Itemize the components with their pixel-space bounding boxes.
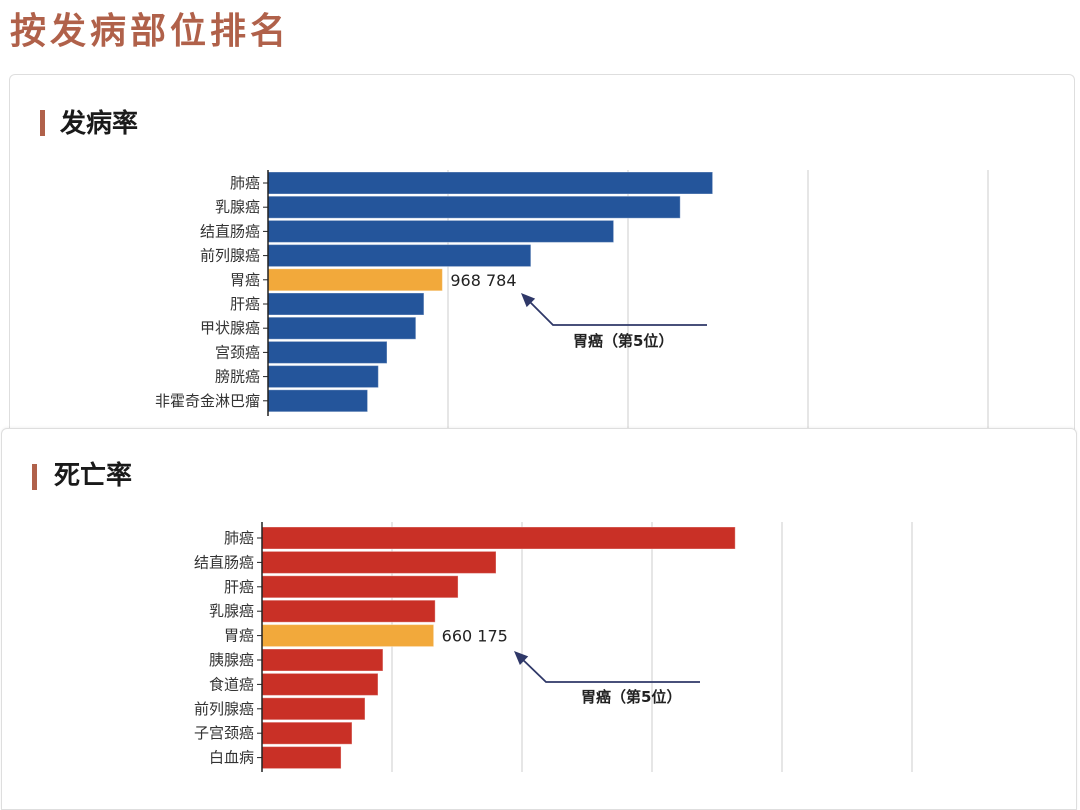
bar: [261, 575, 459, 599]
bar: [261, 746, 342, 770]
highlight-value-label: 660 175: [442, 627, 508, 646]
arrow-head-icon: [521, 293, 536, 308]
annotation-arrow-line: [518, 655, 700, 683]
category-label: 食道癌: [209, 675, 254, 693]
category-label: 结直肠癌: [200, 222, 260, 240]
bar: [261, 721, 353, 745]
category-label: 肺癌: [224, 529, 254, 547]
highlight-bar: [261, 624, 435, 648]
mortality-card: [1, 428, 1077, 810]
category-label: 非霍奇金淋巴瘤: [155, 392, 260, 410]
annotation-label: 胃癌（第5位）: [581, 688, 681, 706]
category-label: 胰腺癌: [209, 651, 254, 669]
category-label: 乳腺癌: [209, 602, 254, 620]
category-label: 结直肠癌: [194, 553, 254, 571]
arrow-head-icon: [514, 651, 529, 666]
bar: [261, 550, 497, 574]
section-accent-bar: [40, 110, 45, 136]
category-label: 胃癌: [230, 271, 260, 289]
category-label: 胃癌: [224, 627, 254, 645]
bar: [261, 697, 366, 721]
bar: [261, 599, 436, 623]
page-title: 按发病部位排名: [10, 11, 291, 52]
category-label: 甲状腺癌: [200, 319, 260, 337]
annotation-label: 胃癌（第5位）: [573, 332, 673, 350]
mortality-section-title: 死亡率: [54, 461, 133, 491]
incidence-section-title: 发病率: [60, 109, 139, 139]
category-label: 肝癌: [224, 578, 254, 596]
bar: [261, 648, 384, 672]
highlight-value-label: 968 784: [450, 271, 516, 290]
incidence-card: [9, 74, 1075, 455]
category-label: 膀胱癌: [215, 368, 260, 386]
annotation-arrow-line: [525, 297, 707, 326]
bar: [261, 526, 736, 550]
category-label: 前列腺癌: [200, 247, 260, 265]
category-label: 前列腺癌: [194, 700, 254, 718]
category-label: 宫颈癌: [215, 343, 260, 361]
section-accent-bar: [32, 464, 37, 490]
category-label: 肺癌: [230, 174, 260, 192]
category-label: 乳腺癌: [215, 198, 260, 216]
bar: [261, 672, 379, 696]
category-label: 白血病: [209, 749, 254, 767]
category-label: 肝癌: [230, 295, 260, 313]
category-label: 子宫颈癌: [194, 724, 254, 742]
